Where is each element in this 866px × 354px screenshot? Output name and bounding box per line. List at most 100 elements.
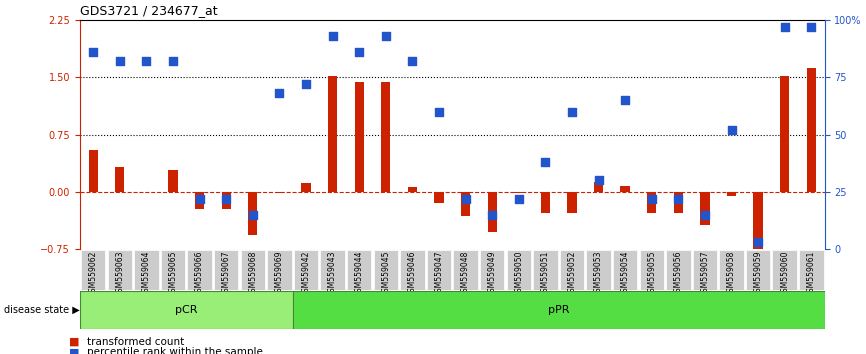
Bar <box>461 192 470 216</box>
Text: ■: ■ <box>69 337 80 347</box>
Text: GSM559054: GSM559054 <box>621 251 630 297</box>
Point <box>432 109 446 114</box>
Text: GSM559055: GSM559055 <box>647 251 656 297</box>
Bar <box>594 182 604 192</box>
Bar <box>354 82 364 192</box>
Text: GSM559065: GSM559065 <box>169 251 178 297</box>
Text: GSM559045: GSM559045 <box>381 251 391 297</box>
Point <box>326 33 339 39</box>
Text: GSM559063: GSM559063 <box>115 251 125 297</box>
Point <box>805 24 818 29</box>
Point <box>645 196 659 202</box>
Text: pCR: pCR <box>175 305 197 315</box>
Point <box>565 109 578 114</box>
FancyBboxPatch shape <box>107 250 132 290</box>
FancyBboxPatch shape <box>427 250 451 290</box>
FancyBboxPatch shape <box>507 250 531 290</box>
Text: pPR: pPR <box>548 305 570 315</box>
Bar <box>701 192 709 225</box>
Text: GSM559044: GSM559044 <box>355 251 364 297</box>
Point <box>778 24 792 29</box>
FancyBboxPatch shape <box>161 250 185 290</box>
Bar <box>435 192 443 202</box>
Bar <box>275 192 284 193</box>
Bar <box>88 150 98 192</box>
FancyBboxPatch shape <box>799 250 824 290</box>
Point <box>539 159 553 165</box>
Point <box>725 127 739 133</box>
Point <box>459 196 473 202</box>
FancyBboxPatch shape <box>320 250 345 290</box>
FancyBboxPatch shape <box>293 291 824 329</box>
Bar <box>540 192 550 213</box>
Bar <box>381 82 391 192</box>
FancyBboxPatch shape <box>453 250 478 290</box>
FancyBboxPatch shape <box>480 250 504 290</box>
Point <box>139 58 153 64</box>
FancyBboxPatch shape <box>347 250 372 290</box>
Text: GSM559051: GSM559051 <box>541 251 550 297</box>
Text: transformed count: transformed count <box>87 337 184 347</box>
Text: GSM559047: GSM559047 <box>435 251 443 297</box>
Text: GSM559056: GSM559056 <box>674 251 682 297</box>
FancyBboxPatch shape <box>400 250 424 290</box>
Bar <box>620 186 630 192</box>
Text: GSM559067: GSM559067 <box>222 251 230 297</box>
Text: GSM559043: GSM559043 <box>328 251 337 297</box>
Text: GSM559069: GSM559069 <box>275 251 284 297</box>
Bar <box>647 192 656 213</box>
Bar <box>222 192 231 209</box>
Text: GDS3721 / 234677_at: GDS3721 / 234677_at <box>80 4 217 17</box>
Point <box>299 81 313 87</box>
FancyBboxPatch shape <box>80 291 293 329</box>
Text: disease state ▶: disease state ▶ <box>4 305 80 315</box>
Point <box>512 196 526 202</box>
Text: GSM559053: GSM559053 <box>594 251 603 297</box>
Text: GSM559049: GSM559049 <box>488 251 497 297</box>
FancyBboxPatch shape <box>294 250 318 290</box>
Text: GSM559052: GSM559052 <box>567 251 577 297</box>
Point <box>219 196 233 202</box>
FancyBboxPatch shape <box>214 250 238 290</box>
Text: GSM559062: GSM559062 <box>88 251 98 297</box>
FancyBboxPatch shape <box>134 250 158 290</box>
Text: ■: ■ <box>69 347 80 354</box>
Bar <box>301 183 311 192</box>
FancyBboxPatch shape <box>267 250 292 290</box>
Point <box>751 240 765 245</box>
Text: GSM559068: GSM559068 <box>249 251 257 297</box>
FancyBboxPatch shape <box>533 250 558 290</box>
Bar <box>328 76 337 192</box>
Point <box>113 58 126 64</box>
Text: percentile rank within the sample: percentile rank within the sample <box>87 347 262 354</box>
Text: GSM559061: GSM559061 <box>807 251 816 297</box>
Text: GSM559058: GSM559058 <box>727 251 736 297</box>
Text: GSM559048: GSM559048 <box>461 251 470 297</box>
Bar <box>408 187 417 192</box>
FancyBboxPatch shape <box>772 250 797 290</box>
Point <box>192 196 206 202</box>
FancyBboxPatch shape <box>720 250 744 290</box>
Text: GSM559050: GSM559050 <box>514 251 523 297</box>
Bar <box>514 192 523 193</box>
Text: GSM559057: GSM559057 <box>701 251 709 297</box>
FancyBboxPatch shape <box>746 250 771 290</box>
FancyBboxPatch shape <box>639 250 664 290</box>
Bar <box>567 192 577 212</box>
Point <box>698 212 712 218</box>
Text: GSM559060: GSM559060 <box>780 251 789 297</box>
Point <box>618 97 632 103</box>
Bar <box>249 192 257 235</box>
Bar <box>753 192 763 255</box>
Point <box>352 49 366 55</box>
FancyBboxPatch shape <box>693 250 717 290</box>
FancyBboxPatch shape <box>81 250 106 290</box>
Point <box>273 90 287 96</box>
Point <box>671 196 685 202</box>
FancyBboxPatch shape <box>187 250 212 290</box>
Point <box>485 212 499 218</box>
Point <box>378 33 392 39</box>
Bar <box>806 68 816 192</box>
Bar <box>780 76 790 192</box>
Point <box>166 58 180 64</box>
